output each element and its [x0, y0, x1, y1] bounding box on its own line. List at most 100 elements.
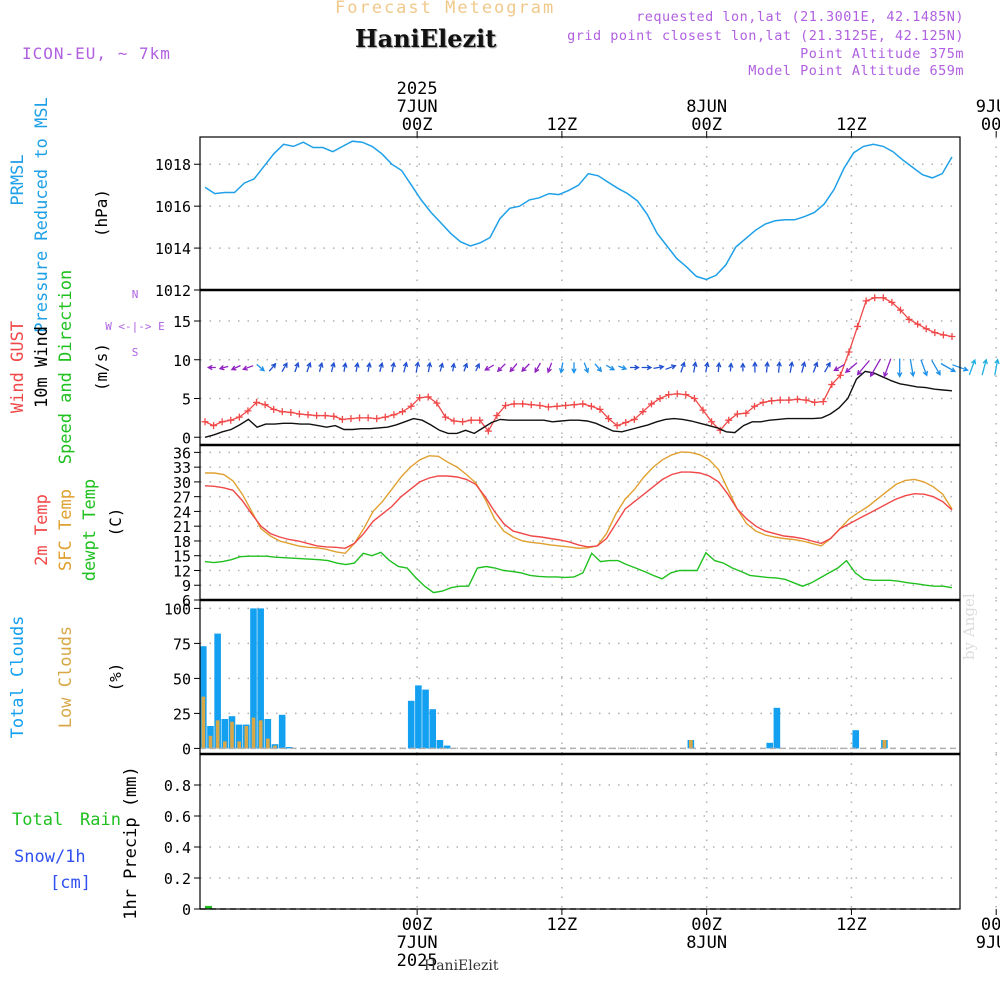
x-top-label: 00Z — [981, 115, 1000, 135]
gust-marker — [278, 408, 286, 416]
gust-marker — [828, 381, 836, 389]
gust-marker — [210, 422, 218, 430]
precip-ytick-label: 0.4 — [164, 839, 191, 857]
precip-frame — [199, 753, 961, 910]
gust-marker — [381, 413, 389, 421]
gust-marker — [665, 391, 673, 399]
gust-marker — [605, 415, 613, 423]
temperature-ytick-label: 24 — [173, 503, 191, 521]
point-altitude: Point Altitude 375m — [800, 46, 964, 62]
wind-arrow — [475, 362, 481, 372]
station-name: HaniElezit — [355, 24, 497, 53]
low-cloud-bar — [230, 721, 234, 749]
wind-arrow — [788, 360, 795, 373]
pressure-ytick-label: 1018 — [155, 156, 191, 174]
wind-arrow — [704, 361, 710, 373]
total-cloud-bar — [422, 689, 429, 749]
gust-marker — [879, 294, 887, 302]
precip-ytick-label: 0.8 — [164, 777, 191, 795]
gust-marker — [768, 397, 776, 405]
wind-arrow — [330, 361, 336, 373]
clouds-ytick-label: 100 — [164, 600, 191, 618]
gust-marker — [579, 400, 587, 408]
gust-marker — [347, 415, 355, 423]
compass-we: W <-|-> E — [105, 320, 165, 333]
gust-marker — [270, 405, 278, 413]
temperature-ytick-label: 30 — [173, 474, 191, 492]
grid-layer — [200, 137, 997, 909]
wind-arrow — [896, 358, 903, 378]
precip-ytick-label: 0 — [182, 901, 191, 919]
wind-arrow — [776, 360, 782, 373]
wind-arrow — [665, 364, 677, 370]
wind-arrow — [994, 358, 1000, 376]
wind-arrow — [618, 365, 628, 371]
wind-arrow — [242, 365, 254, 371]
pressure-ytick-label: 1012 — [155, 282, 191, 300]
gust-marker — [390, 411, 398, 419]
precip-axis-label: 1hr Precip (mm) — [121, 766, 141, 920]
sfc-temp-line — [205, 451, 953, 555]
wind-ytick-label: 10 — [173, 352, 191, 370]
low-cloud-bar — [689, 740, 693, 749]
x-top-label: 2025 — [397, 79, 438, 99]
wind-arrow — [534, 362, 541, 374]
wind-arrow — [306, 361, 312, 373]
gust-marker — [450, 417, 458, 425]
gust-line — [204, 297, 953, 433]
gust-marker — [244, 407, 252, 415]
temperature-ytick-label: 27 — [173, 489, 191, 507]
clouds-ytick-label: 75 — [173, 635, 191, 653]
gust-marker — [914, 320, 922, 328]
wind-arrow — [402, 361, 409, 373]
pressure-frame — [199, 136, 961, 291]
wind-arrow — [833, 364, 845, 372]
total-cloud-bar — [436, 740, 444, 749]
gust-marker — [502, 401, 510, 409]
gust-marker — [862, 297, 870, 305]
temperature-ytick-label: 21 — [173, 518, 191, 536]
dewpt-label: dewpt Temp — [80, 479, 100, 581]
gust-marker — [373, 415, 381, 423]
total-cloud-bar — [766, 742, 774, 749]
total-cloud-bar — [257, 608, 264, 749]
wind-label: 10m Wind — [32, 326, 52, 408]
gust-marker — [776, 396, 784, 404]
gust-marker — [304, 411, 312, 419]
x-bottom-label: 8JUN — [686, 933, 727, 953]
pressure-ytick-label: 1014 — [155, 240, 191, 258]
wind-arrow — [521, 363, 530, 373]
frame-layer — [194, 131, 997, 915]
gust-marker — [218, 418, 226, 426]
gridpoint-coords: grid point closest lon,lat (21.3125E, 42… — [567, 28, 964, 44]
gust-marker — [793, 395, 801, 403]
pressure-unit: (hPa) — [92, 189, 111, 237]
gust-marker — [253, 398, 261, 406]
clouds-ytick-label: 0 — [182, 740, 191, 758]
wind-arrow — [256, 363, 266, 372]
compass-n: N — [132, 288, 139, 301]
precip-total-label: Total — [12, 810, 63, 830]
total-cloud-bar — [264, 719, 272, 749]
x-top-label: 9JUN — [976, 97, 1000, 117]
wind-unit: (m/s) — [92, 343, 111, 391]
wind-arrow — [594, 363, 603, 373]
total-cloud-bar — [773, 707, 781, 749]
model-label: ICON-EU, ~ 7km — [22, 44, 171, 63]
gust-marker — [562, 401, 570, 409]
wind-arrow — [294, 361, 300, 373]
gust-marker — [235, 413, 243, 421]
gust-marker — [596, 405, 604, 413]
wind-arrow — [426, 361, 433, 373]
gust-marker — [227, 416, 235, 424]
gust-marker — [536, 401, 544, 409]
wind-arrow — [558, 362, 565, 374]
total-cloud-bar — [415, 685, 422, 749]
wind-ytick-label: 5 — [182, 391, 191, 409]
gust-marker — [699, 406, 707, 414]
wind-arrow — [812, 361, 819, 373]
wind-arrow — [318, 361, 324, 372]
precip-rain-label: Rain — [80, 810, 121, 830]
gust-marker — [836, 371, 844, 379]
gust-marker — [553, 402, 561, 410]
